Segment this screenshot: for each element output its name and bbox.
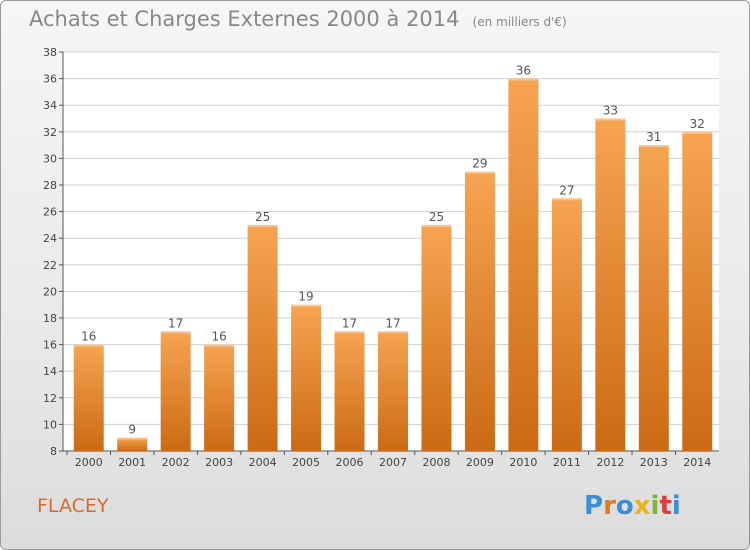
logo-letter: o [615, 491, 634, 521]
bar-2013 [638, 145, 669, 451]
bar-2004 [247, 224, 278, 451]
x-tick-label-2006: 2006 [336, 456, 364, 469]
bar-2002 [160, 331, 191, 451]
data-label-2014: 32 [690, 117, 705, 131]
data-label-2008: 25 [429, 210, 444, 224]
bar-highlight [638, 145, 669, 148]
x-tick-label-2011: 2011 [553, 456, 581, 469]
x-tick-label-2003: 2003 [205, 456, 233, 469]
bar-highlight [334, 331, 365, 334]
bar-highlight [464, 171, 495, 174]
chart-title: Achats et Charges Externes 2000 à 2014 (… [29, 7, 567, 31]
data-labels: 16 9 17 16 25 19 17 17 25 29 36 27 33 31 32 [81, 64, 705, 437]
data-label-2009: 29 [472, 157, 487, 171]
x-tick-label-2002: 2002 [162, 456, 190, 469]
bar-2001 [117, 437, 148, 451]
data-label-2013: 31 [646, 130, 661, 144]
y-tick-label: 30 [43, 152, 57, 165]
bar-2006 [334, 331, 365, 451]
x-tick-label-2008: 2008 [422, 456, 450, 469]
x-tick-label-2013: 2013 [640, 456, 668, 469]
data-label-2006: 17 [342, 316, 357, 330]
y-tick-label: 14 [43, 365, 57, 378]
y-tick-label: 32 [43, 126, 57, 139]
y-tick-label: 24 [43, 232, 57, 245]
bar-highlight [595, 118, 626, 121]
data-label-2001: 9 [128, 423, 136, 437]
bar-2011 [551, 198, 582, 451]
data-label-2011: 27 [559, 183, 574, 197]
data-label-2012: 33 [603, 104, 618, 118]
commune-name: FLACEY [37, 495, 109, 517]
y-tick-label: 34 [43, 99, 57, 112]
data-label-2000: 16 [81, 330, 96, 344]
x-tick-label-2010: 2010 [509, 456, 537, 469]
logo-letter: i [650, 491, 660, 521]
bar-highlight [508, 78, 539, 81]
logo-letter: x [633, 491, 651, 521]
x-tick-label-2009: 2009 [466, 456, 494, 469]
bar-highlight [160, 331, 191, 334]
y-tick-label: 16 [43, 339, 57, 352]
bar-highlight [117, 437, 148, 440]
y-tick-label: 10 [43, 418, 57, 431]
y-tick-label: 18 [43, 312, 57, 325]
bar-2010 [508, 78, 539, 451]
bar-2009 [464, 171, 495, 451]
bar-2007 [378, 331, 408, 451]
x-tick-label-2001: 2001 [118, 456, 146, 469]
bar-2012 [595, 118, 626, 451]
y-tick-label: 22 [43, 259, 57, 272]
data-label-2003: 16 [211, 330, 226, 344]
y-tick-label: 8 [50, 445, 57, 458]
logo-letter: i [671, 491, 681, 521]
proxiti-logo: Proxiti [584, 491, 681, 521]
bar-highlight [291, 304, 322, 307]
x-tick-label-2014: 2014 [683, 456, 711, 469]
bar-highlight [421, 224, 452, 227]
bar-2005 [291, 304, 322, 451]
logo-letter: r [603, 491, 616, 521]
bars [73, 78, 713, 452]
y-tick-label: 26 [43, 206, 57, 219]
bar-highlight [682, 131, 713, 134]
y-tick-label: 20 [43, 285, 57, 298]
data-label-2002: 17 [168, 316, 183, 330]
data-label-2004: 25 [255, 210, 270, 224]
y-tick-label: 36 [43, 73, 57, 86]
data-label-2007: 17 [385, 316, 400, 330]
x-tick-label-2004: 2004 [249, 456, 277, 469]
bar-2000 [73, 344, 104, 451]
bar-highlight [378, 331, 408, 334]
bar-2008 [421, 224, 452, 451]
y-tick-label: 12 [43, 392, 57, 405]
bar-highlight [247, 224, 278, 227]
data-label-2005: 19 [298, 290, 313, 304]
x-tick-label-2012: 2012 [596, 456, 624, 469]
bar-highlight [551, 198, 582, 201]
data-label-2010: 36 [516, 64, 531, 78]
title-text: Achats et Charges Externes 2000 à 2014 [29, 7, 460, 31]
y-tick-label: 38 [43, 46, 57, 59]
bar-2003 [204, 344, 235, 451]
logo-letter: t [659, 491, 672, 521]
logo-letter: P [584, 491, 604, 521]
bar-highlight [204, 344, 235, 347]
y-tick-label: 28 [43, 179, 57, 192]
x-tick-label-2005: 2005 [292, 456, 320, 469]
tick-labels: 8 10 12 14 16 18 20 22 24 26 28 30 32 34 36 38 2000 2001 2… [43, 46, 711, 469]
bar-highlight [73, 344, 104, 347]
unit-text: (en milliers d'€) [472, 15, 567, 29]
x-tick-label-2000: 2000 [75, 456, 103, 469]
x-tick-label-2007: 2007 [379, 456, 407, 469]
bar-2014 [682, 131, 713, 452]
